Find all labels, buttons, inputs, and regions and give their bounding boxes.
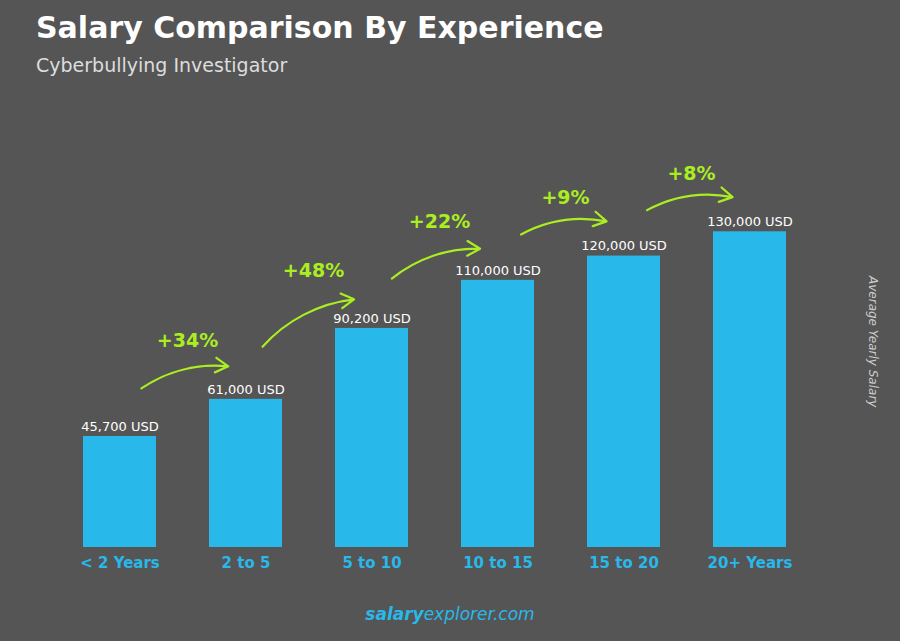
html-text:Salary Comparison By Experienc: Salary Comparison By Experience <box>36 10 604 45</box>
svg-text:10 to 15: 10 to 15 <box>463 554 533 572</box>
svg-text:110,000 USD: 110,000 USD <box>455 263 541 278</box>
svg-text:< 2 Years: < 2 Years <box>80 554 160 572</box>
svg-text:120,000 USD: 120,000 USD <box>581 238 667 253</box>
svg-text:90,200 USD: 90,200 USD <box>333 311 410 326</box>
svg-text:2 to 5: 2 to 5 <box>222 554 271 572</box>
svg-text:+48%: +48% <box>283 259 344 281</box>
svg-text:5 to 10: 5 to 10 <box>342 554 401 572</box>
svg-text:+22%: +22% <box>409 210 470 232</box>
svg-text:+8%: +8% <box>667 162 715 184</box>
svg-text:15 to 20: 15 to 20 <box>589 554 659 572</box>
svg-text:20+ Years: 20+ Years <box>708 554 793 572</box>
svg-text:45,700 USD: 45,700 USD <box>81 419 158 434</box>
svg-text:+9%: +9% <box>541 186 589 208</box>
svg-text:+34%: +34% <box>157 329 218 351</box>
html-text:Cyberbullying Investigator: Cyberbullying Investigator <box>36 54 288 76</box>
svg-text:61,000 USD: 61,000 USD <box>207 382 284 397</box>
html-text:salary explorer.com: salary explorer.com <box>365 604 535 624</box>
html-text:Average Yearly Salary: Average Yearly Salary <box>866 276 880 408</box>
svg-text:130,000 USD: 130,000 USD <box>707 214 793 229</box>
